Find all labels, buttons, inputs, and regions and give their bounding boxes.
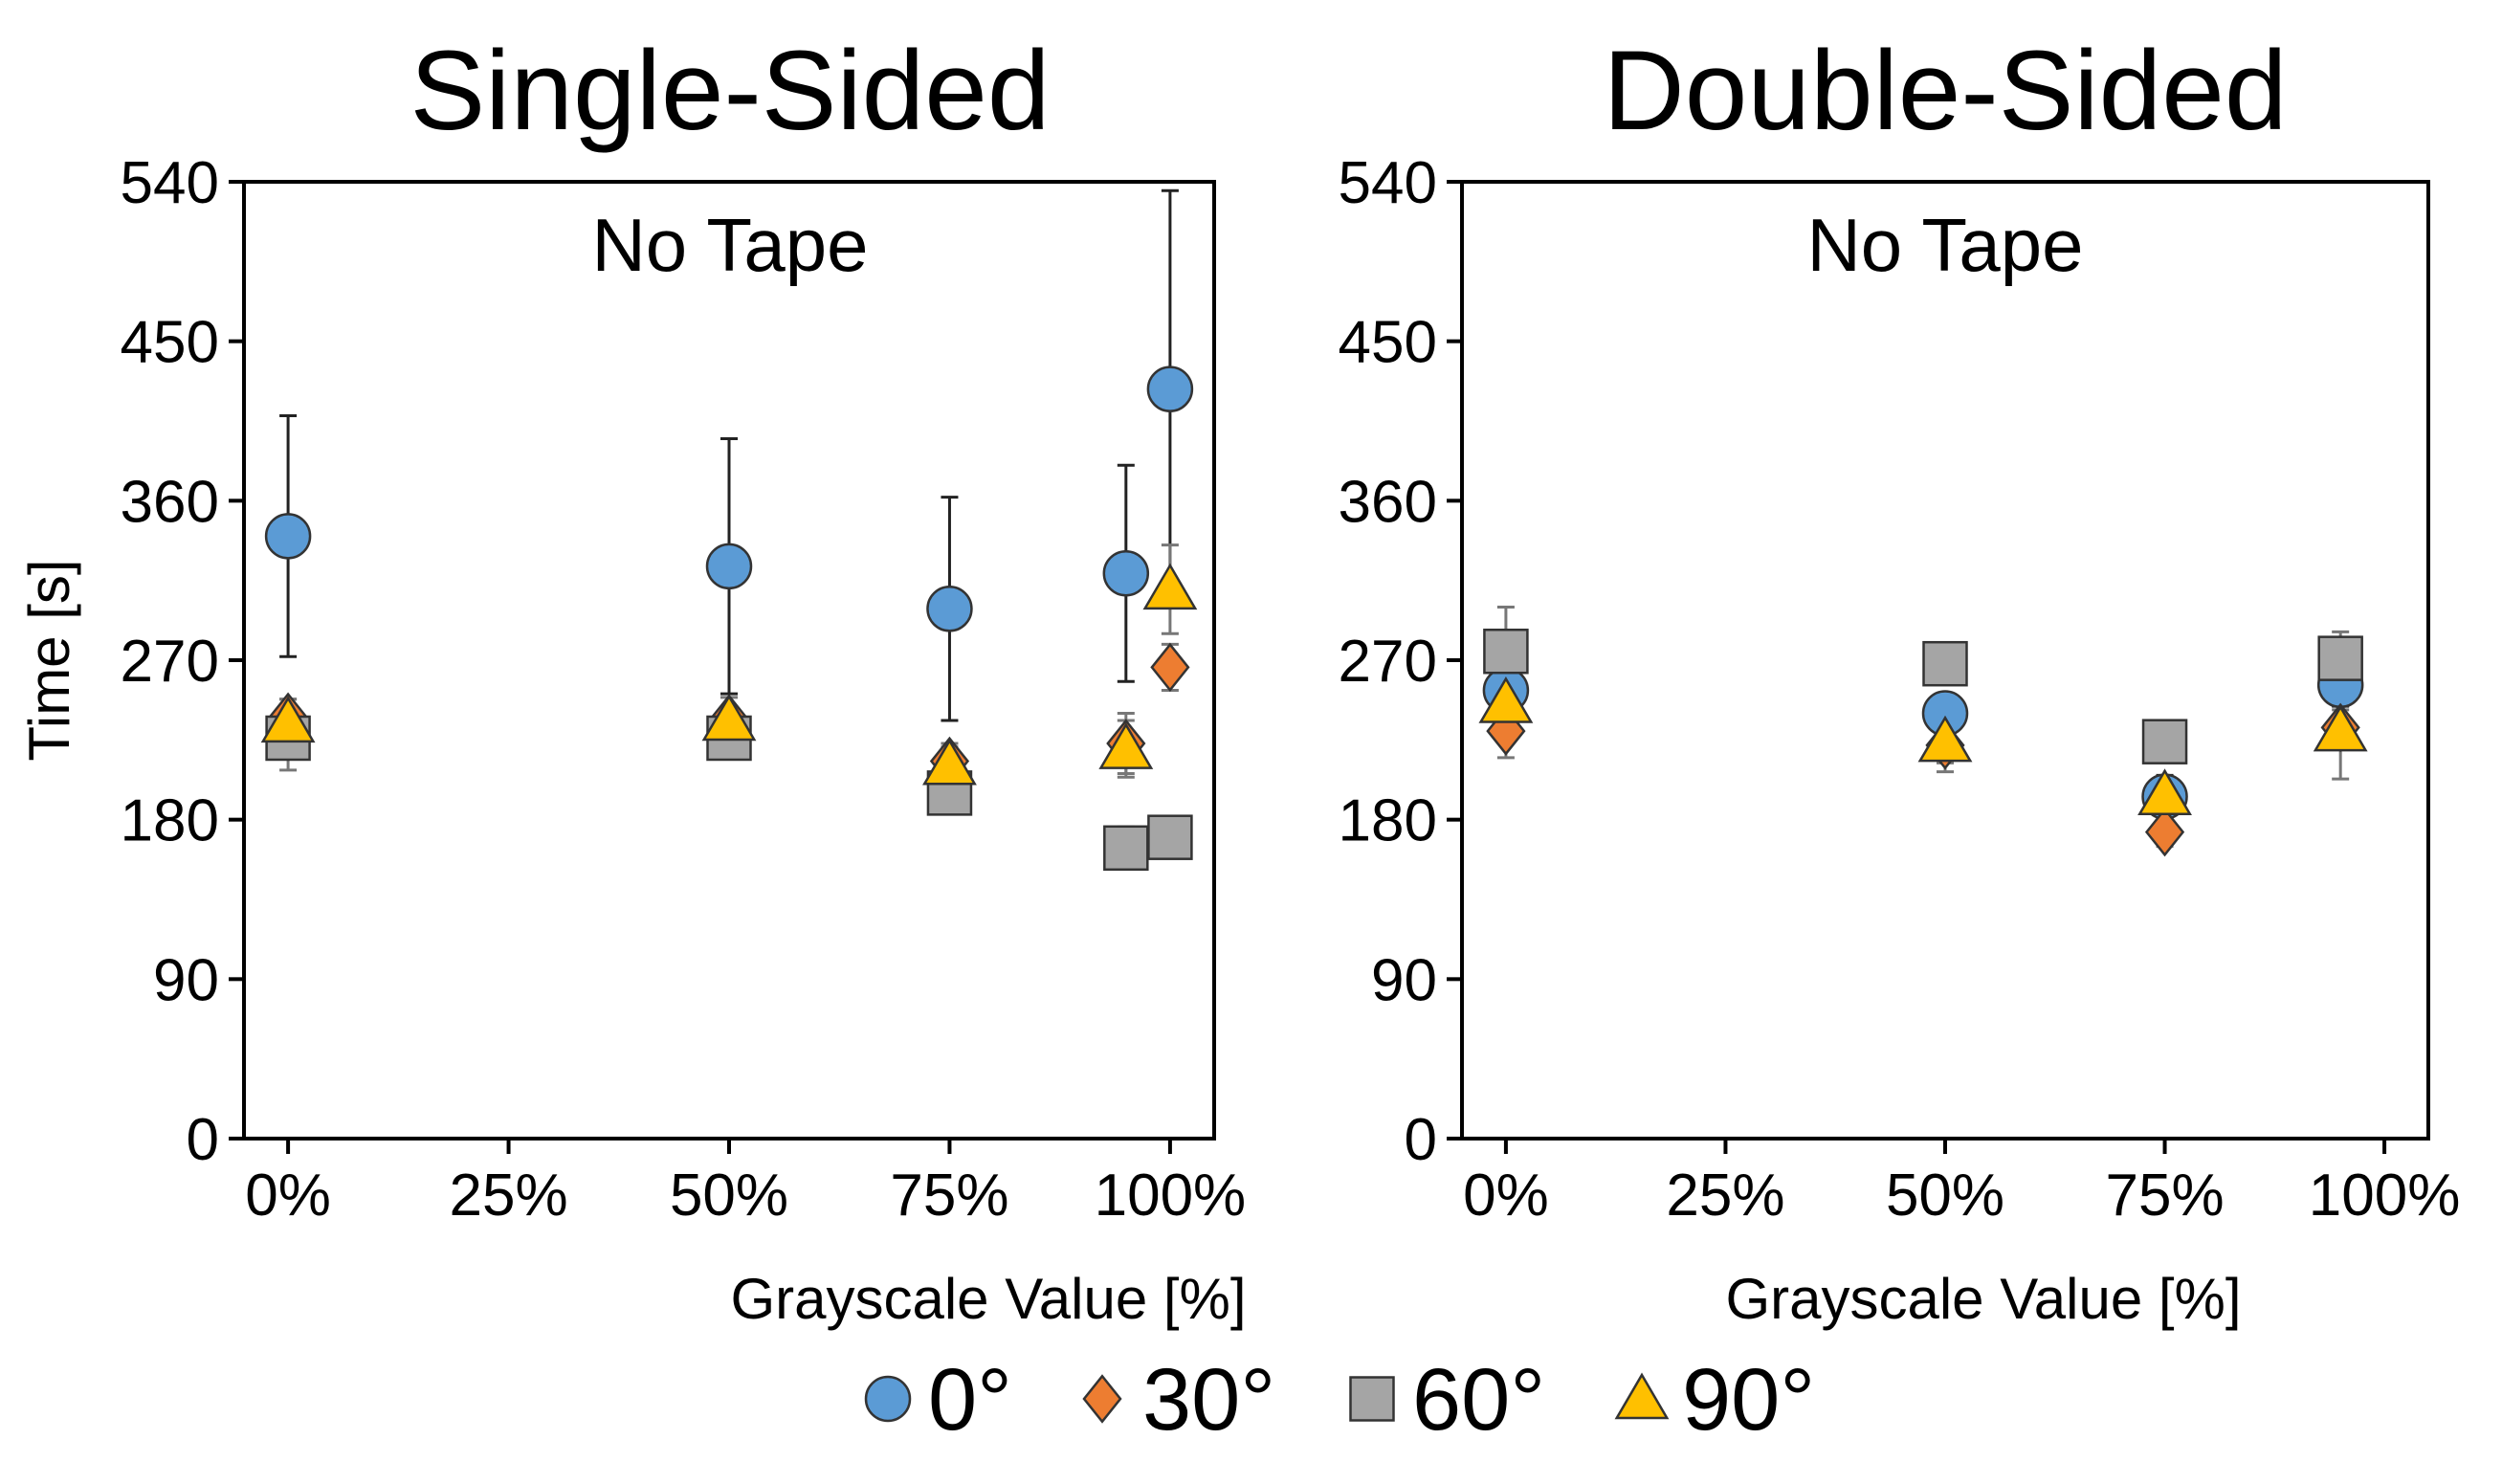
x-tick-label: 100% [1095,1163,1247,1229]
y-tick-label: 540 [1339,150,1437,216]
data-point [705,543,753,590]
data-point [2141,719,2188,764]
y-tick-label: 0 [1405,1107,1437,1173]
x-tick-label: 100% [2309,1163,2461,1229]
y-tick-label: 90 [153,947,219,1013]
data-point [922,738,977,786]
data-point [264,513,312,560]
data-point [2313,704,2368,752]
data-point [1102,550,1150,597]
panel-title: Double-Sided [1603,28,2287,154]
plot-frame [242,180,1216,1141]
data-point [1922,640,1968,687]
y-tick-label: 180 [121,788,219,854]
x-axis-label: Grayscale Value [%] [1725,1267,2241,1331]
y-tick-label: 270 [1339,629,1437,695]
data-point [2144,807,2185,857]
x-tick-label: 0% [1463,1163,1549,1229]
legend-label: 60° [1412,1351,1545,1449]
panel-double-sided: Double-Sided No Tape Grayscale Value [%]… [1339,28,2461,1331]
y-tick-label: 450 [121,310,219,376]
data-point [2137,768,2192,815]
data-point [1147,814,1193,860]
legend-marker [1614,1372,1670,1420]
axis-ticks: 0% 25% 50% 75% 100% 0 90 180 270 360 450 540 [121,150,1247,1229]
panel-title: Single-Sided [410,28,1050,154]
data-markers [1478,628,2368,857]
x-tick-label: 50% [670,1163,788,1229]
x-tick-label: 75% [2105,1163,2224,1229]
x-tick-label: 25% [449,1163,567,1229]
error-bars [279,188,1179,872]
data-point [260,696,316,743]
legend-marker [1082,1374,1122,1424]
panel-annotation: No Tape [591,203,868,287]
y-tick-label: 270 [121,629,219,695]
x-tick-label: 50% [1886,1163,2004,1229]
legend-item: 30° [1082,1351,1275,1449]
data-point [1483,628,1529,675]
legend-item: 60° [1349,1351,1545,1449]
y-tick-label: 0 [187,1107,219,1173]
legend-item: 0° [864,1351,1012,1449]
data-point [701,694,757,742]
data-point [1146,365,1194,412]
y-tick-label: 90 [1371,947,1437,1013]
legend-label: 0° [928,1351,1012,1449]
axis-ticks: 0% 25% 50% 75% 100% 0 90 180 270 360 450 540 [1339,150,2461,1229]
y-tick-label: 540 [121,150,219,216]
x-tick-label: 0% [245,1163,331,1229]
y-axis-label: Time [s] [17,559,81,761]
data-point [1478,676,1534,723]
data-markers [260,365,1198,872]
data-point [1142,563,1198,610]
data-point [1103,825,1149,872]
data-point [2317,635,2363,681]
legend-marker [1349,1376,1395,1422]
x-axis-label: Grayscale Value [%] [730,1267,1246,1331]
data-point [926,586,973,632]
legend: 0° 30° 60° 90° [864,1351,1815,1449]
y-tick-label: 180 [1339,788,1437,854]
y-tick-label: 360 [1339,469,1437,535]
legend-item: 90° [1614,1351,1815,1449]
legend-marker [864,1375,912,1423]
data-point [1150,642,1190,693]
legend-label: 30° [1142,1351,1275,1449]
y-tick-label: 360 [121,469,219,535]
panel-annotation: No Tape [1806,203,2083,287]
legend-label: 90° [1682,1351,1815,1449]
x-tick-label: 75% [890,1163,1008,1229]
x-tick-label: 25% [1666,1163,1784,1229]
plot-frame [1460,180,2430,1141]
data-point [1098,722,1154,769]
data-point [1917,715,1973,763]
panel-single-sided: Single-Sided No Tape Grayscale Value [%]… [17,28,1247,1331]
y-tick-label: 450 [1339,310,1437,376]
